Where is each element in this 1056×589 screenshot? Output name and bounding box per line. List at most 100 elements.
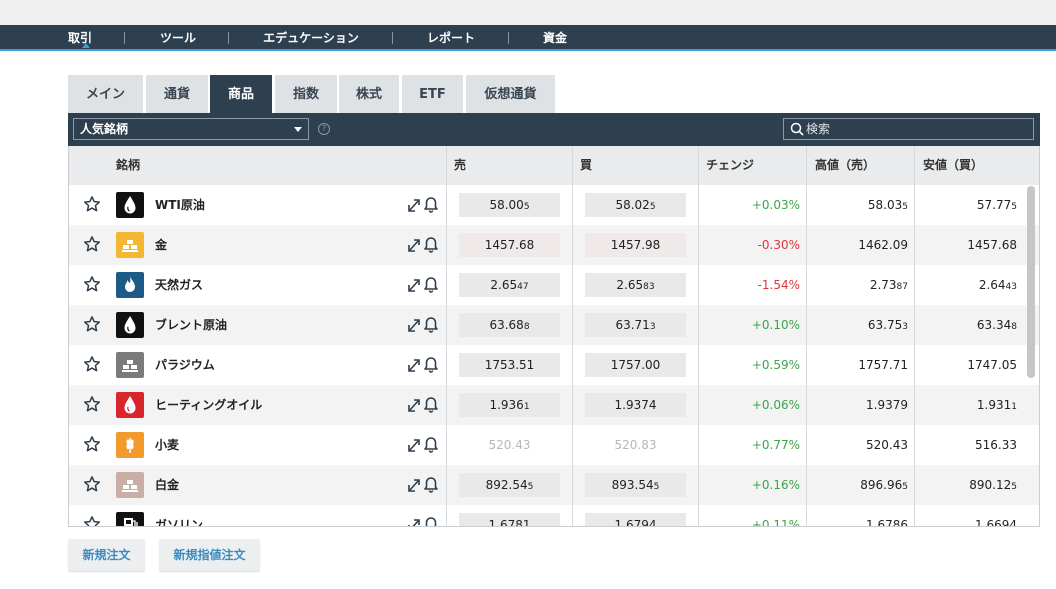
tab-etf[interactable]: ETF [402, 75, 463, 113]
chart-link-icon[interactable] [407, 437, 421, 457]
column-header-high: 高値（売） [815, 158, 876, 172]
chart-link-icon[interactable] [407, 397, 421, 417]
bell-icon[interactable] [424, 436, 438, 457]
sell-price-button[interactable]: 520.43 [459, 433, 560, 457]
bell-icon[interactable] [424, 276, 438, 297]
nav-item-funds[interactable]: 資金 [542, 31, 567, 45]
chart-link-icon[interactable] [407, 357, 421, 377]
tab-commodities[interactable]: 商品 [210, 75, 272, 113]
buy-price-button[interactable]: 1.9374 [585, 393, 686, 417]
table-header: 銘柄 売 買 チェンジ 高値（売） 安値（買） [69, 146, 1039, 185]
bell-icon[interactable] [424, 476, 438, 497]
instrument-name[interactable]: ガソリン [155, 518, 204, 527]
bell-icon[interactable] [424, 396, 438, 417]
chart-link-icon[interactable] [407, 237, 421, 257]
table-row[interactable]: 金 1457.68 1457.98 -0.30% 1462.09 1457.68 [69, 225, 1039, 265]
table-row[interactable]: 白金 892.545 893.545 +0.16% 896.965 890.125 [69, 465, 1039, 505]
buy-price-pip: 5 [649, 202, 656, 212]
high-price-main: 58.03 [867, 198, 903, 212]
buy-price-button[interactable]: 893.545 [585, 473, 686, 497]
instrument-name[interactable]: ヒーティングオイル [155, 398, 263, 412]
buy-price: 1.9374 [614, 398, 657, 412]
sell-price-button[interactable]: 892.545 [459, 473, 560, 497]
favorite-star-icon[interactable] [83, 435, 101, 457]
new-order-button[interactable]: 新規注文 [68, 539, 145, 571]
tab-indices[interactable]: 指数 [275, 75, 337, 113]
table-row[interactable]: ヒーティングオイル 1.9361 1.9374 +0.06% 1.9379 1.9311 [69, 385, 1039, 425]
bell-icon[interactable] [424, 516, 438, 526]
sell-price-button[interactable]: 1.9361 [459, 393, 560, 417]
chart-link-icon[interactable] [407, 277, 421, 297]
instrument-name[interactable]: パラジウム [155, 358, 215, 372]
low-price: 63.348 [923, 305, 1017, 345]
nav-item-trade[interactable]: 取引 [67, 31, 92, 45]
bell-icon[interactable] [424, 236, 438, 257]
buy-price: 1757.00 [610, 358, 661, 372]
table-row[interactable]: 天然ガス 2.6547 2.6583 -1.54% 2.7387 2.6443 [69, 265, 1039, 305]
high-price: 2.7387 [815, 265, 908, 305]
buy-price-button[interactable]: 58.025 [585, 193, 686, 217]
new-limit-order-button[interactable]: 新規指値注文 [159, 539, 260, 571]
buy-price-button[interactable]: 63.713 [585, 313, 686, 337]
nav-separator [124, 32, 125, 44]
sell-price-button[interactable]: 1753.51 [459, 353, 560, 377]
high-price-pip: 3 [902, 322, 908, 332]
sell-price-button[interactable]: 1457.68 [459, 233, 560, 257]
bell-icon[interactable] [424, 196, 438, 217]
favorite-star-icon[interactable] [83, 475, 101, 497]
change-percent: +0.10% [751, 318, 800, 332]
sell-price-button[interactable]: 58.005 [459, 193, 560, 217]
buy-price-button[interactable]: 1457.98 [585, 233, 686, 257]
sell-price-button[interactable]: 63.688 [459, 313, 560, 337]
low-price: 1.6694 [923, 505, 1017, 526]
favorite-star-icon[interactable] [83, 395, 101, 417]
chart-link-icon[interactable] [407, 197, 421, 217]
instrument-name[interactable]: 小麦 [155, 438, 180, 452]
favorite-star-icon[interactable] [83, 275, 101, 297]
instrument-name[interactable]: 白金 [155, 478, 180, 492]
table-row[interactable]: WTI原油 58.005 58.025 +0.03% 58.035 57.775 [69, 185, 1039, 225]
chart-link-icon[interactable] [407, 477, 421, 497]
favorite-star-icon[interactable] [83, 315, 101, 337]
table-scrollbar[interactable] [1027, 186, 1035, 378]
table-row[interactable]: パラジウム 1753.51 1757.00 +0.59% 1757.71 1747.05 [69, 345, 1039, 385]
buy-price-button[interactable]: 520.83 [585, 433, 686, 457]
table-row[interactable]: 小麦 520.43 520.83 +0.77% 520.43 516.33 [69, 425, 1039, 465]
table-row[interactable]: ガソリン 1.6781 1.6794 +0.11% 1.6786 1.6694 [69, 505, 1039, 527]
instrument-name[interactable]: ブレント原油 [155, 318, 228, 332]
favorite-star-icon[interactable] [83, 515, 101, 526]
chart-link-icon[interactable] [407, 317, 421, 337]
buy-price-button[interactable]: 1.6794 [585, 513, 686, 526]
low-price-pip: 8 [1011, 322, 1017, 332]
bell-icon[interactable] [424, 316, 438, 337]
favorite-star-icon[interactable] [83, 355, 101, 377]
metal-bars-icon [116, 472, 144, 498]
sell-price-button[interactable]: 2.6547 [459, 273, 560, 297]
buy-price-button[interactable]: 2.6583 [585, 273, 686, 297]
nav-item-reports[interactable]: レポート [426, 31, 475, 45]
category-dropdown[interactable]: 人気銘柄 [73, 118, 309, 140]
high-price-main: 520.43 [866, 438, 908, 452]
favorite-star-icon[interactable] [83, 195, 101, 217]
tab-stocks[interactable]: 株式 [339, 75, 399, 113]
buy-price-button[interactable]: 1757.00 [585, 353, 686, 377]
tab-crypto[interactable]: 仮想通貨 [466, 75, 555, 113]
search-box[interactable] [783, 118, 1034, 140]
help-icon[interactable]: ? [318, 123, 330, 135]
table-row[interactable]: ブレント原油 63.688 63.713 +0.10% 63.753 63.348 [69, 305, 1039, 345]
tab-main[interactable]: メイン [68, 75, 143, 113]
nav-active-caret [82, 43, 90, 48]
instrument-name[interactable]: WTI原油 [155, 198, 205, 212]
tab-currencies[interactable]: 通貨 [146, 75, 208, 113]
instrument-name[interactable]: 金 [155, 238, 168, 252]
sell-price-button[interactable]: 1.6781 [459, 513, 560, 526]
chart-link-icon[interactable] [407, 517, 421, 526]
nav-item-tools[interactable]: ツール [159, 31, 196, 45]
instrument-name[interactable]: 天然ガス [155, 278, 204, 292]
bell-icon[interactable] [424, 356, 438, 377]
nav-item-education[interactable]: エデュケーション [263, 31, 359, 45]
high-price: 896.965 [815, 465, 908, 505]
search-input[interactable] [806, 120, 1026, 138]
change-percent: +0.59% [751, 358, 800, 372]
favorite-star-icon[interactable] [83, 235, 101, 257]
